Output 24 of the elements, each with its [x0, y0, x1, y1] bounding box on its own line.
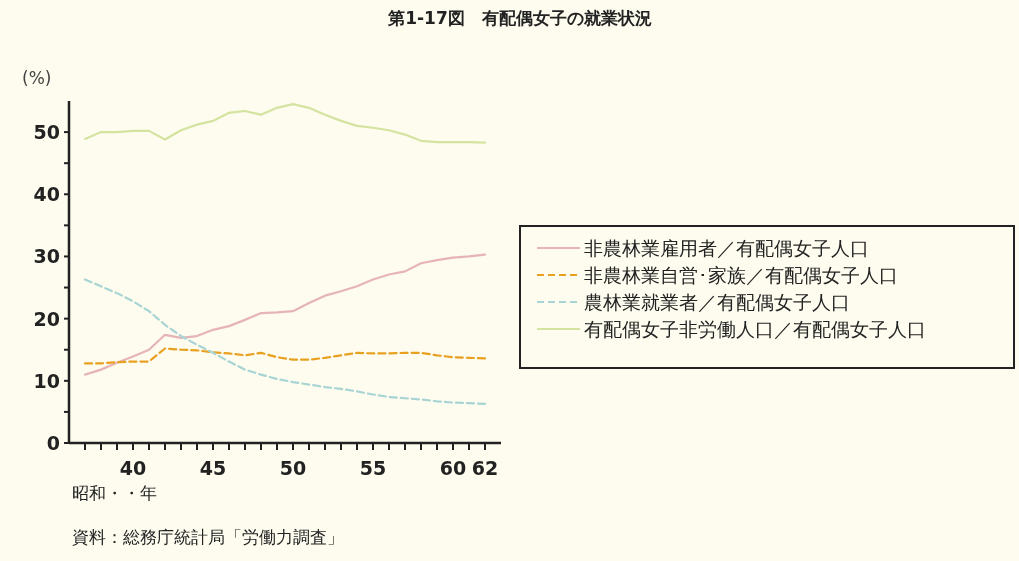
line-series [83, 278, 487, 405]
y-tick-label: 50 [33, 121, 60, 144]
x-tick-label: 45 [199, 457, 227, 479]
chart-title: 第1-17図 有配偶女子の就業状況 [387, 8, 652, 28]
line-series [83, 253, 487, 376]
legend-label: 非農林業雇用者／有配偶女子人口 [584, 237, 869, 259]
y-tick-label: 10 [33, 369, 60, 392]
x-tick-label: 62 [471, 457, 499, 479]
x-tick-label: 55 [359, 457, 387, 479]
text: 資料：総務庁統計局「労働力調査」 [72, 527, 344, 547]
y-tick-label: 20 [33, 307, 60, 330]
line-series [83, 103, 487, 144]
y-tick-label: 30 [33, 245, 60, 268]
x-tick-label: 60 [439, 457, 467, 479]
legend-label: 有配偶女子非労働人口／有配偶女子人口 [584, 318, 926, 340]
y-axis-title: (%) [22, 68, 52, 88]
legend-label: 非農林業自営･家族／有配偶女子人口 [584, 264, 898, 286]
x-tick-label: 50 [279, 457, 307, 479]
legend-label: 農林業就業者／有配偶女子人口 [584, 291, 850, 313]
y-tick-label: 0 [46, 432, 60, 454]
x-tick-label: 40 [119, 457, 147, 479]
line-series [83, 347, 487, 365]
y-tick-label: 40 [33, 183, 60, 206]
x-axis-title: 昭和・・年 [72, 483, 157, 503]
